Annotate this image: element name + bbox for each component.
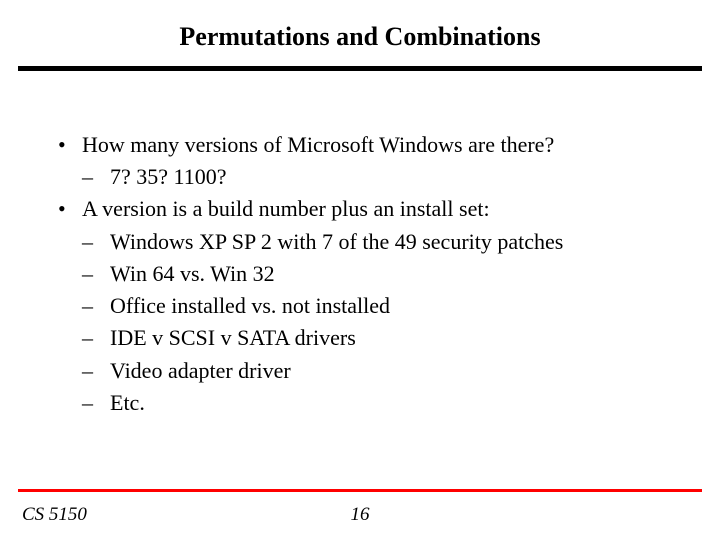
sub-bullet-item: Win 64 vs. Win 32	[82, 258, 680, 289]
sub-bullet-item: Office installed vs. not installed	[82, 290, 680, 321]
bullet-text: A version is a build number plus an inst…	[82, 196, 490, 221]
footer-divider	[18, 489, 702, 492]
sub-bullet-item: Windows XP SP 2 with 7 of the 49 securit…	[82, 226, 680, 257]
bullet-text: Etc.	[110, 390, 145, 415]
footer-page-number: 16	[0, 504, 720, 526]
sub-bullet-item: 7? 35? 1100?	[82, 161, 680, 192]
bullet-text: IDE v SCSI v SATA drivers	[110, 325, 356, 350]
bullet-text: Video adapter driver	[110, 358, 291, 383]
slide: Permutations and Combinations How many v…	[0, 0, 720, 540]
slide-footer: CS 5150 16	[0, 498, 720, 526]
bullet-text: Windows XP SP 2 with 7 of the 49 securit…	[110, 229, 563, 254]
slide-title: Permutations and Combinations	[0, 0, 720, 66]
sub-bullet-item: Video adapter driver	[82, 355, 680, 386]
bullet-item: How many versions of Microsoft Windows a…	[58, 129, 680, 160]
bullet-text: How many versions of Microsoft Windows a…	[82, 132, 554, 157]
sub-bullet-item: Etc.	[82, 387, 680, 418]
bullet-text: Office installed vs. not installed	[110, 293, 390, 318]
bullet-item: A version is a build number plus an inst…	[58, 193, 680, 224]
sub-bullet-item: IDE v SCSI v SATA drivers	[82, 322, 680, 353]
slide-body: How many versions of Microsoft Windows a…	[0, 71, 720, 418]
bullet-text: 7? 35? 1100?	[110, 164, 226, 189]
bullet-text: Win 64 vs. Win 32	[110, 261, 275, 286]
